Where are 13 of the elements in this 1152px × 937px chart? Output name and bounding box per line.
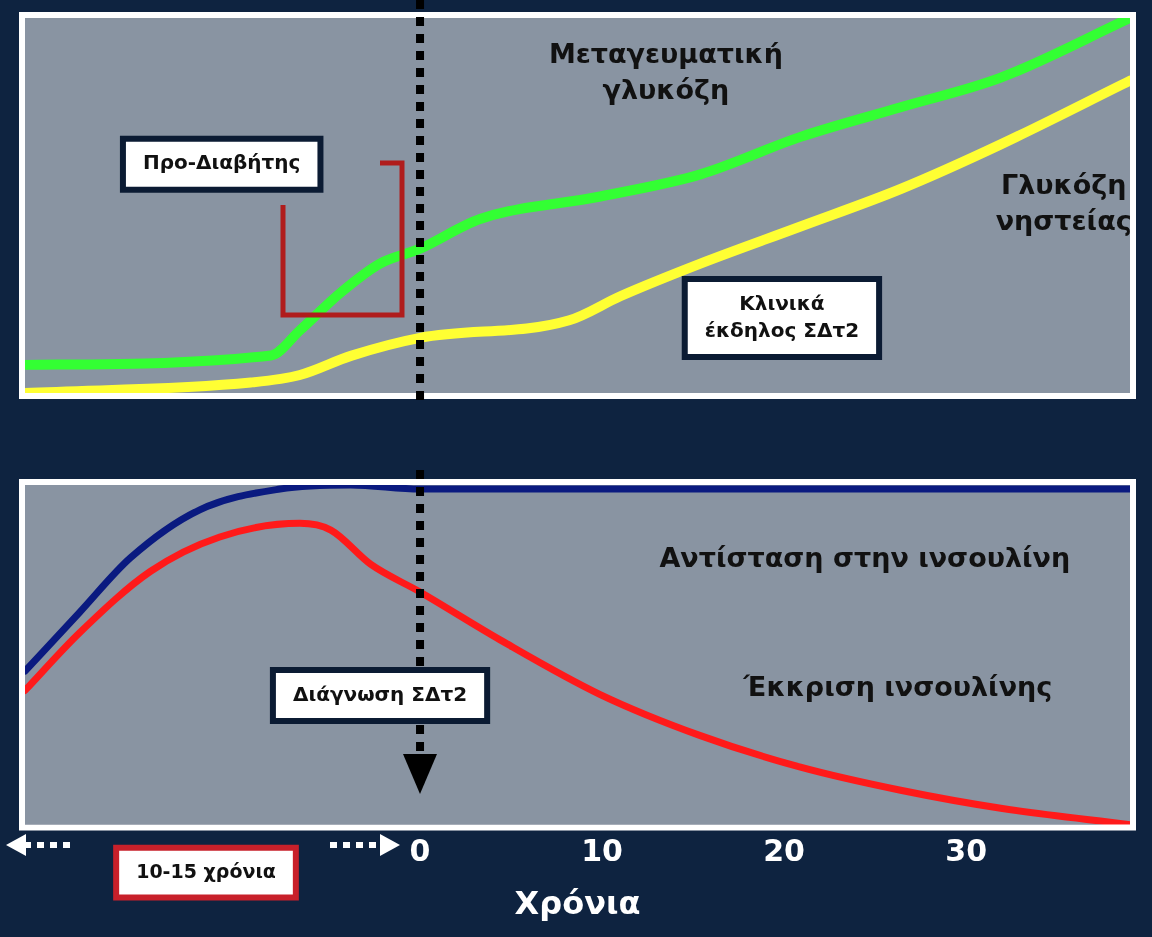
series-label: Έκκριση ινσουλίνης	[742, 670, 1053, 702]
x-tick-label: 10	[581, 833, 623, 869]
series-label: Αντίσταση στην ινσουλίνη	[659, 541, 1071, 573]
x-tick-label: 20	[763, 833, 805, 869]
text: 10-15 χρόνια	[136, 859, 276, 882]
x-axis-title: Χρόνια	[514, 884, 641, 923]
series-label: Γλυκόζη νηστείας	[995, 168, 1132, 236]
x-tick-label: 30	[945, 833, 988, 869]
annotation: Προ-Διαβήτης	[142, 150, 301, 175]
ref-line-label: Διάγνωση ΣΔτ2	[292, 681, 468, 706]
x-tick-label: 0	[409, 833, 431, 869]
series-label: Μεταγευματική γλυκόζη	[548, 37, 783, 105]
annotation: Κλινικά έκδηλος ΣΔτ2	[704, 290, 860, 342]
